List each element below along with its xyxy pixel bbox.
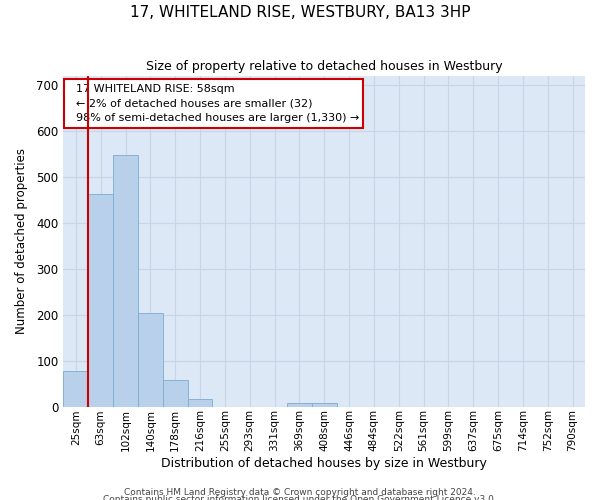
Text: 17 WHITELAND RISE: 58sqm
  ← 2% of detached houses are smaller (32)
  98% of sem: 17 WHITELAND RISE: 58sqm ← 2% of detache…	[68, 84, 359, 124]
Bar	[163, 380, 188, 406]
Bar	[138, 313, 163, 406]
Title: Size of property relative to detached houses in Westbury: Size of property relative to detached ho…	[146, 60, 503, 73]
Bar	[88, 194, 113, 406]
Text: Contains public sector information licensed under the Open Government Licence v3: Contains public sector information licen…	[103, 496, 497, 500]
Text: 17, WHITELAND RISE, WESTBURY, BA13 3HP: 17, WHITELAND RISE, WESTBURY, BA13 3HP	[130, 5, 470, 20]
Y-axis label: Number of detached properties: Number of detached properties	[15, 148, 28, 334]
Bar	[64, 370, 88, 406]
Bar	[287, 403, 312, 406]
Text: Contains HM Land Registry data © Crown copyright and database right 2024.: Contains HM Land Registry data © Crown c…	[124, 488, 476, 497]
Bar	[312, 403, 337, 406]
X-axis label: Distribution of detached houses by size in Westbury: Distribution of detached houses by size …	[161, 457, 487, 470]
Bar	[113, 154, 138, 406]
Bar	[188, 399, 212, 406]
